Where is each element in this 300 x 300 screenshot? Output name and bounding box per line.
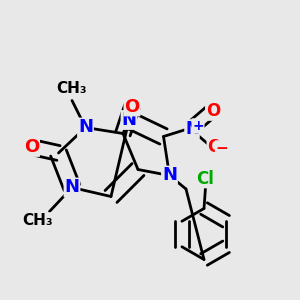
Text: O: O (24, 138, 39, 156)
Text: CH₃: CH₃ (22, 213, 53, 228)
Text: N: N (78, 118, 93, 136)
Text: Cl: Cl (196, 169, 214, 188)
Text: O: O (207, 138, 222, 156)
Text: O: O (124, 98, 140, 116)
Text: CH₃: CH₃ (57, 81, 87, 96)
Text: N: N (162, 167, 177, 184)
Text: −: − (216, 141, 228, 156)
Text: N: N (122, 111, 136, 129)
Text: N: N (185, 120, 199, 138)
Text: O: O (206, 102, 220, 120)
Text: N: N (64, 178, 80, 196)
Text: +: + (192, 119, 204, 133)
